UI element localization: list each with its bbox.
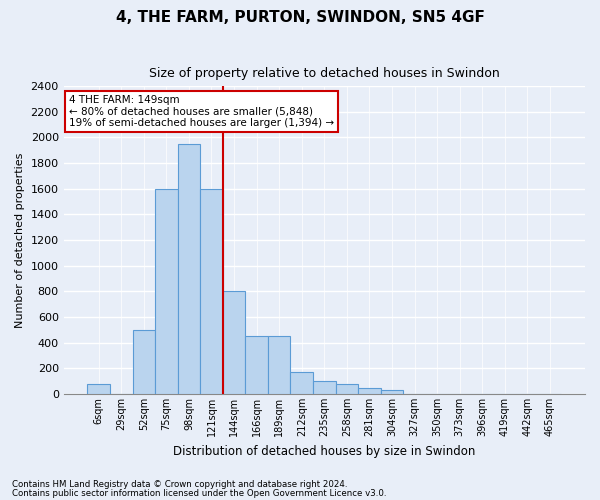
Bar (245, 336, 268, 394)
Bar (88, 384, 110, 394)
Bar (313, 381, 335, 394)
Bar (223, 292, 245, 394)
Bar (178, 144, 200, 394)
Title: Size of property relative to detached houses in Swindon: Size of property relative to detached ho… (149, 68, 500, 80)
Bar (155, 188, 178, 394)
Text: 4 THE FARM: 149sqm
← 80% of detached houses are smaller (5,848)
19% of semi-deta: 4 THE FARM: 149sqm ← 80% of detached hou… (69, 95, 334, 128)
Y-axis label: Number of detached properties: Number of detached properties (15, 152, 25, 328)
Bar (358, 388, 381, 394)
Text: 4, THE FARM, PURTON, SWINDON, SN5 4GF: 4, THE FARM, PURTON, SWINDON, SN5 4GF (116, 10, 484, 25)
Bar (290, 372, 313, 394)
X-axis label: Distribution of detached houses by size in Swindon: Distribution of detached houses by size … (173, 444, 476, 458)
Text: Contains HM Land Registry data © Crown copyright and database right 2024.: Contains HM Land Registry data © Crown c… (12, 480, 347, 489)
Bar (200, 188, 223, 394)
Bar (335, 384, 358, 394)
Bar (133, 330, 155, 394)
Bar (268, 336, 290, 394)
Text: Contains public sector information licensed under the Open Government Licence v3: Contains public sector information licen… (12, 489, 386, 498)
Bar (381, 390, 403, 394)
